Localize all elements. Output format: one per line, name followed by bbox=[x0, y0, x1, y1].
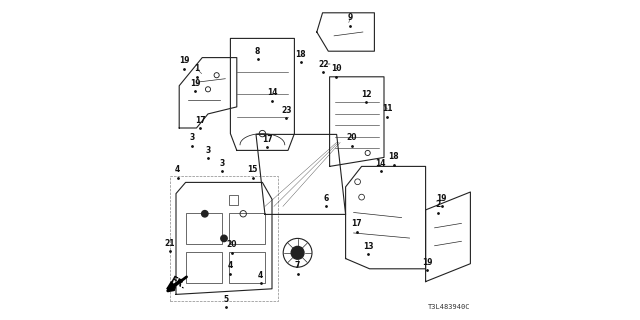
Text: 8: 8 bbox=[255, 47, 260, 56]
Text: 4: 4 bbox=[228, 261, 233, 270]
Bar bbox=[186, 213, 222, 244]
Text: 3: 3 bbox=[205, 146, 211, 155]
Text: 11: 11 bbox=[382, 104, 392, 113]
Text: 17: 17 bbox=[195, 116, 205, 124]
Text: 20: 20 bbox=[227, 240, 237, 249]
Bar bbox=[186, 252, 222, 283]
Bar bbox=[229, 213, 266, 244]
Text: 18: 18 bbox=[296, 50, 306, 59]
Text: 19: 19 bbox=[422, 258, 433, 267]
Text: 22: 22 bbox=[318, 60, 328, 68]
Text: 3: 3 bbox=[220, 159, 225, 168]
Text: 14: 14 bbox=[376, 159, 386, 168]
Bar bbox=[229, 252, 266, 283]
Text: 4: 4 bbox=[175, 165, 180, 174]
Text: 21: 21 bbox=[164, 239, 175, 248]
Text: 15: 15 bbox=[248, 165, 258, 174]
Text: 14: 14 bbox=[267, 88, 277, 97]
Text: 10: 10 bbox=[331, 64, 341, 73]
Text: 2: 2 bbox=[436, 200, 441, 209]
Text: 12: 12 bbox=[361, 90, 372, 99]
Text: 1: 1 bbox=[194, 64, 200, 73]
Text: 9: 9 bbox=[348, 13, 353, 22]
Bar bbox=[170, 176, 278, 301]
Text: 20: 20 bbox=[347, 133, 357, 142]
Text: 23: 23 bbox=[281, 106, 292, 115]
Circle shape bbox=[221, 235, 227, 242]
Text: 3: 3 bbox=[189, 133, 195, 142]
Text: 6: 6 bbox=[324, 194, 329, 203]
Text: T3L483940C: T3L483940C bbox=[428, 304, 470, 310]
Text: 4: 4 bbox=[258, 271, 264, 280]
Text: 18: 18 bbox=[388, 152, 399, 161]
Text: 17: 17 bbox=[351, 220, 362, 228]
Circle shape bbox=[291, 246, 304, 259]
Text: 7: 7 bbox=[295, 261, 300, 270]
Text: 5: 5 bbox=[223, 295, 228, 304]
Text: FR.: FR. bbox=[168, 275, 187, 291]
Text: 19: 19 bbox=[190, 79, 200, 88]
Text: 19: 19 bbox=[436, 194, 447, 203]
Circle shape bbox=[202, 211, 208, 217]
Text: 19: 19 bbox=[179, 56, 189, 65]
Bar bbox=[229, 195, 239, 205]
Text: 17: 17 bbox=[262, 135, 273, 144]
Text: 13: 13 bbox=[363, 242, 373, 251]
